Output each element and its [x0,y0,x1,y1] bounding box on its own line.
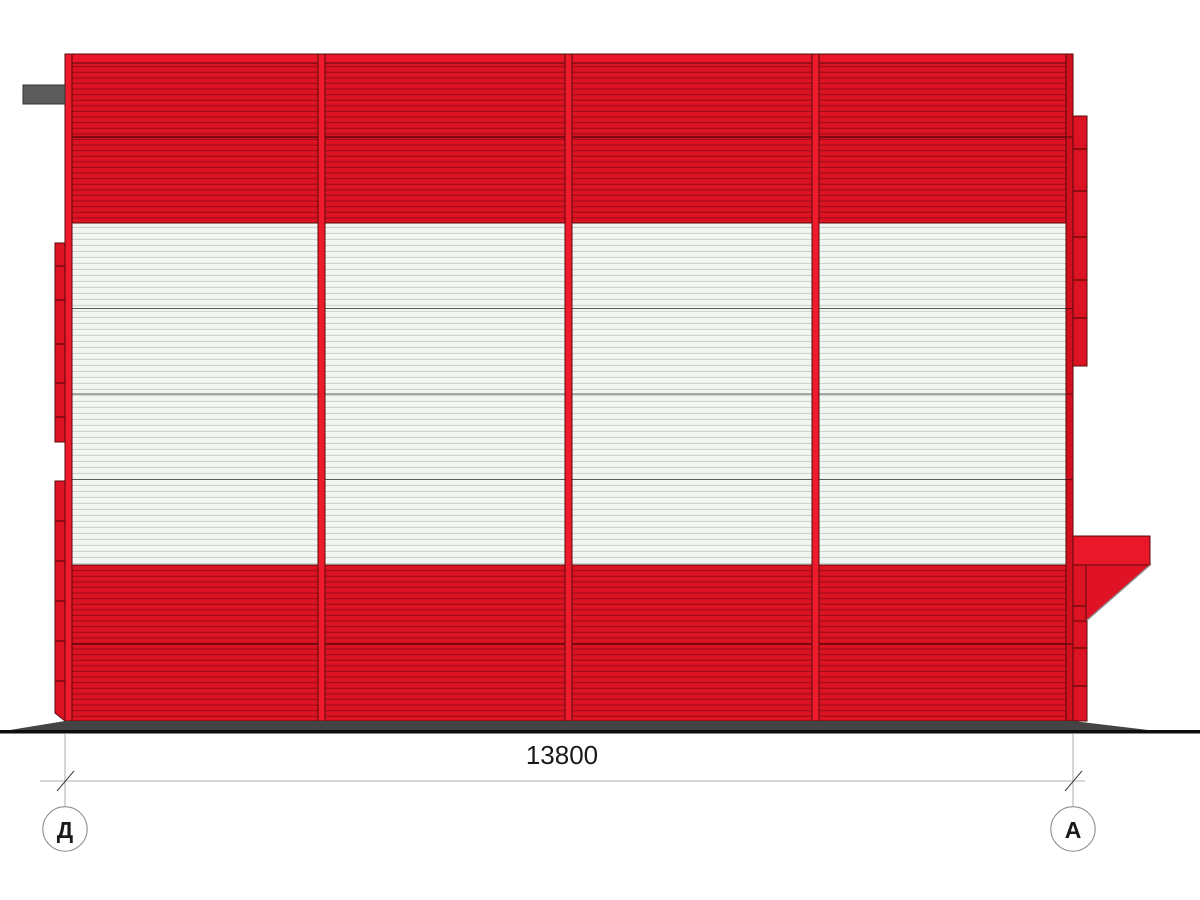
svg-text:13800: 13800 [526,740,598,770]
svg-text:A: A [1065,817,1082,843]
svg-text:Д: Д [57,817,73,843]
